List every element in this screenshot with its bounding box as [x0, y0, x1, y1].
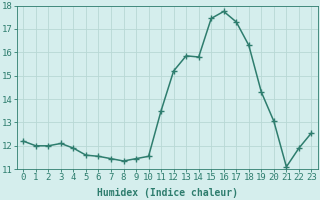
X-axis label: Humidex (Indice chaleur): Humidex (Indice chaleur)	[97, 188, 238, 198]
